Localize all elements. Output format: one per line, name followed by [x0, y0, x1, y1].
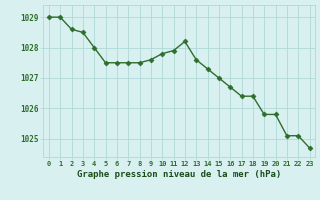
X-axis label: Graphe pression niveau de la mer (hPa): Graphe pression niveau de la mer (hPa): [77, 170, 281, 179]
